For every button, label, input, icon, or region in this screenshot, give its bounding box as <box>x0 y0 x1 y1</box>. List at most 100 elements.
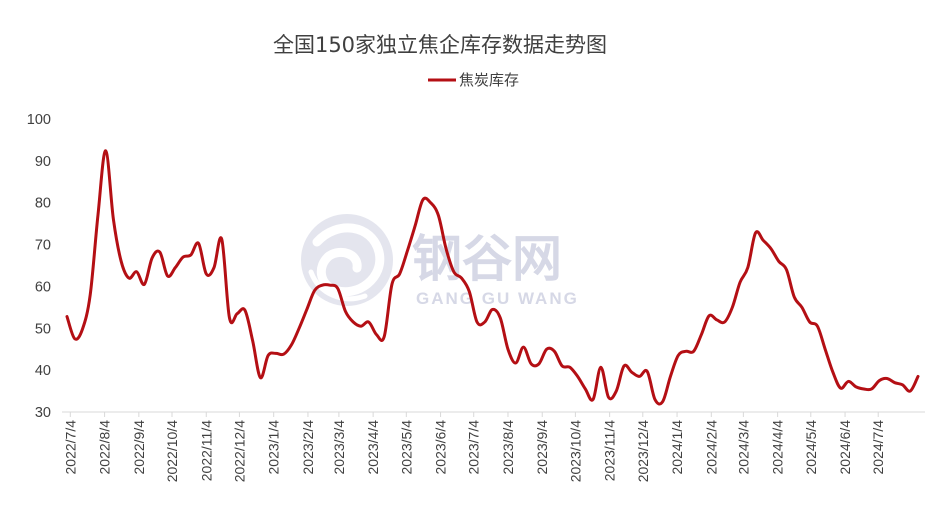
x-tick-label: 2023/2/4 <box>300 420 316 475</box>
x-tick-label: 2022/7/4 <box>62 420 78 475</box>
data-point <box>909 390 911 392</box>
data-point <box>778 260 780 262</box>
data-point <box>692 350 694 352</box>
data-point <box>855 386 857 388</box>
data-point <box>646 370 648 372</box>
series-group <box>65 149 920 406</box>
data-point <box>894 382 896 384</box>
data-point <box>360 325 362 327</box>
data-point <box>290 344 292 346</box>
data-point <box>275 352 277 354</box>
data-point <box>81 328 83 330</box>
data-point <box>422 199 424 201</box>
x-tick-label: 2022/9/4 <box>131 420 147 475</box>
x-tick-label: 2023/5/4 <box>398 420 414 475</box>
data-point <box>236 312 238 314</box>
legend-label: 焦炭库存 <box>459 71 519 89</box>
data-point <box>190 254 192 256</box>
x-tick-label: 2023/10/4 <box>567 420 583 482</box>
data-point <box>808 321 810 323</box>
data-point <box>313 289 315 291</box>
y-tick-label: 100 <box>27 112 51 128</box>
x-tick-label: 2024/4/4 <box>770 420 786 475</box>
data-point <box>847 380 849 382</box>
data-point <box>398 273 400 275</box>
data-point <box>344 310 346 312</box>
x-tick-label: 2024/3/4 <box>735 420 751 475</box>
data-point <box>700 333 702 335</box>
data-point <box>66 315 68 317</box>
watermark-subtext: GANG GU WANG <box>416 289 579 308</box>
watermark-logo: 钢谷网 GANG GU WANG <box>301 214 579 308</box>
data-point <box>321 284 323 286</box>
data-point <box>515 362 517 364</box>
chart-title: 全国150家独立焦企库存数据走势图 <box>273 33 607 57</box>
data-point <box>507 348 509 350</box>
data-point <box>785 268 787 270</box>
x-tick-label: 2023/4/4 <box>365 420 381 475</box>
data-point <box>104 150 106 152</box>
x-tick-label: 2024/2/4 <box>703 420 719 475</box>
data-point <box>491 308 493 310</box>
data-point <box>654 398 656 400</box>
data-point <box>112 218 114 220</box>
y-tick-label: 50 <box>35 321 51 337</box>
data-point <box>576 375 578 377</box>
data-point <box>306 308 308 310</box>
data-point <box>754 232 756 234</box>
data-point <box>453 271 455 273</box>
data-point <box>221 238 223 240</box>
data-point <box>468 290 470 292</box>
data-point <box>282 353 284 355</box>
data-point <box>723 321 725 323</box>
y-tick-label: 40 <box>35 363 51 379</box>
data-point <box>917 375 919 377</box>
data-point <box>228 317 230 319</box>
data-point <box>561 365 563 367</box>
data-point <box>708 315 710 317</box>
x-tick-label: 2024/6/4 <box>837 420 853 475</box>
data-point <box>870 388 872 390</box>
watermark-emblem-icon <box>301 214 393 306</box>
x-tick-label: 2023/8/4 <box>500 420 516 475</box>
x-tick-label: 2023/9/4 <box>534 420 550 475</box>
data-point <box>213 266 215 268</box>
data-point <box>97 214 99 216</box>
x-tick-label: 2023/7/4 <box>466 420 482 475</box>
chart-legend: 焦炭库存 <box>428 71 519 89</box>
data-point <box>166 275 168 277</box>
watermark-text: 钢谷网 <box>412 230 562 288</box>
data-point <box>437 214 439 216</box>
x-tick-label: 2023/12/4 <box>635 420 651 482</box>
y-tick-label: 60 <box>35 279 51 295</box>
data-point <box>677 354 679 356</box>
data-point <box>592 398 594 400</box>
data-point <box>901 384 903 386</box>
data-point <box>530 363 532 365</box>
data-point <box>391 283 393 285</box>
x-tick-label: 2023/3/4 <box>331 420 347 475</box>
y-tick-label: 90 <box>35 154 51 170</box>
data-point <box>824 348 826 350</box>
y-tick-label: 30 <box>35 405 51 421</box>
data-point <box>685 350 687 352</box>
data-point <box>739 281 741 283</box>
data-point <box>251 340 253 342</box>
data-point <box>244 309 246 311</box>
data-point <box>383 335 385 337</box>
data-point <box>151 257 153 259</box>
data-point <box>159 251 161 253</box>
x-tick-label: 2024/5/4 <box>803 420 819 475</box>
data-point <box>375 333 377 335</box>
data-point <box>832 371 834 373</box>
data-point <box>584 388 586 390</box>
y-tick-label: 70 <box>35 238 51 254</box>
data-point <box>337 287 339 289</box>
x-tick-label: 2023/11/4 <box>602 420 618 481</box>
data-point <box>128 277 130 279</box>
data-point <box>135 271 137 273</box>
data-point <box>476 321 478 323</box>
data-point <box>259 376 261 378</box>
data-point <box>538 363 540 365</box>
